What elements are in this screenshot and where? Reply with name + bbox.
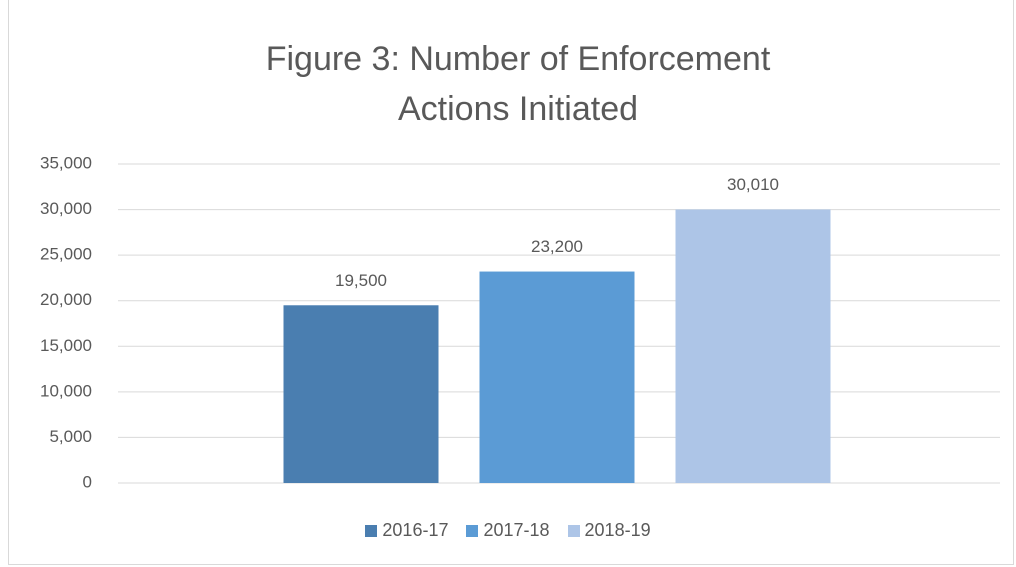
legend-swatch (365, 524, 378, 537)
value-label: 30,010 (727, 175, 779, 194)
legend-swatch (466, 524, 479, 537)
legend-label: 2017-18 (483, 520, 550, 540)
y-tick-label: 25,000 (40, 245, 92, 264)
y-tick-label: 15,000 (40, 336, 92, 355)
y-tick-label: 35,000 (40, 153, 92, 172)
legend-item: 2018-19 (567, 520, 651, 541)
legend: 2016-17 2017-18 2018-19 (0, 520, 1016, 541)
legend-item: 2016-17 (365, 520, 448, 541)
bar (675, 209, 831, 483)
y-tick-label: 20,000 (40, 290, 92, 309)
y-tick-label: 10,000 (40, 381, 92, 400)
bar (479, 271, 635, 483)
y-tick-label: 0 (83, 472, 92, 491)
chart-frame (8, 0, 1014, 565)
y-tick-label: 30,000 (40, 199, 92, 218)
chart-title: Figure 3: Number of Enforcement Actions … (265, 40, 771, 128)
legend-label: 2018-19 (584, 520, 651, 540)
value-label: 23,200 (531, 237, 583, 256)
legend-label: 2016-17 (382, 520, 449, 540)
value-label: 19,500 (335, 271, 387, 290)
legend-swatch (567, 524, 580, 537)
legend-item: 2017-18 (466, 520, 550, 541)
y-tick-label: 5,000 (49, 427, 92, 446)
bar (283, 305, 439, 483)
